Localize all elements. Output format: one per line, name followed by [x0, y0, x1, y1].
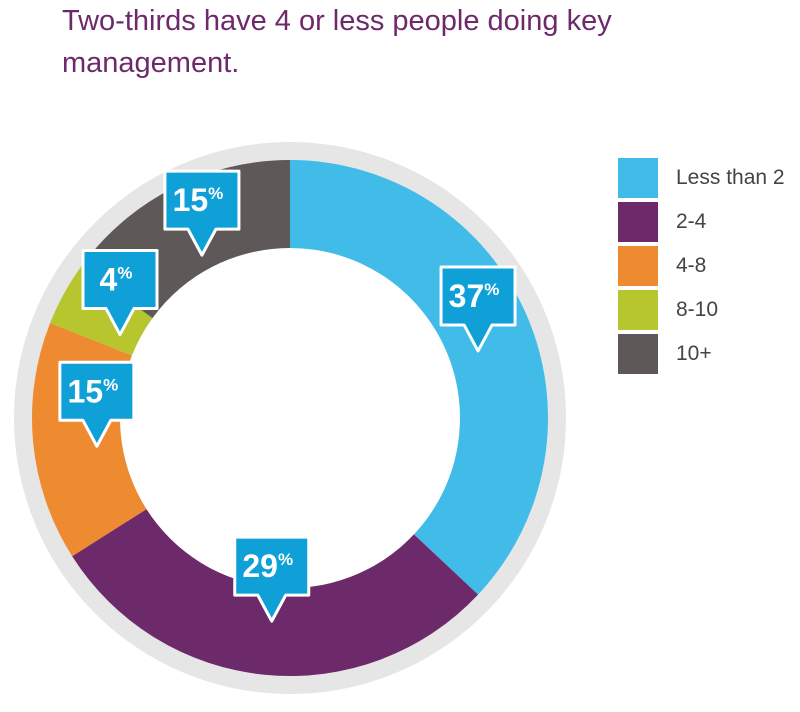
- legend-label-less-than-2: Less than 2: [676, 166, 785, 189]
- slice-8-10: [50, 266, 153, 356]
- legend-label-4-8: 4-8: [676, 254, 707, 277]
- legend-swatch-10-plus: [618, 334, 658, 374]
- legend: Less than 2 2-4 4-8 8-10 10+: [618, 156, 785, 376]
- callout-8-10: 4%: [81, 249, 159, 337]
- callout-box-less-than-2: [439, 265, 517, 353]
- legend-swatch-4-8: [618, 246, 658, 286]
- legend-item-4-8: 4-8: [618, 244, 785, 288]
- callout-box-4-8: [58, 360, 136, 448]
- data-label-10-plus: 15%: [173, 182, 224, 218]
- callouts-group: 37% 29% 15% 4% 15%: [58, 169, 517, 623]
- callout-less-than-2: 37%: [439, 265, 517, 353]
- callout-10-plus: 15%: [163, 169, 241, 257]
- legend-item-10-plus: 10+: [618, 332, 785, 376]
- data-label-less-than-2: 37%: [449, 278, 500, 314]
- data-label-8-10: 4%: [100, 262, 133, 298]
- legend-item-2-4: 2-4: [618, 200, 785, 244]
- legend-item-less-than-2: Less than 2: [618, 156, 785, 200]
- callout-4-8: 15%: [58, 360, 136, 448]
- legend-label-8-10: 8-10: [676, 298, 719, 321]
- slice-less-than-2: [290, 160, 548, 595]
- legend-swatch-less-than-2: [618, 158, 658, 198]
- legend-swatch-8-10: [618, 290, 658, 330]
- callout-2-4: 29%: [233, 535, 311, 623]
- legend-swatch-2-4: [618, 202, 658, 242]
- data-label-4-8: 15%: [68, 373, 119, 409]
- legend-item-8-10: 8-10: [618, 288, 785, 332]
- callout-box-2-4: [233, 535, 311, 623]
- data-label-2-4: 29%: [242, 548, 293, 584]
- callout-box-10-plus: [163, 169, 241, 257]
- chart-title: Two-thirds have 4 or less people doing k…: [62, 5, 612, 79]
- callout-box-8-10: [81, 249, 159, 337]
- legend-label-10-plus: 10+: [676, 342, 712, 365]
- legend-label-2-4: 2-4: [676, 210, 707, 233]
